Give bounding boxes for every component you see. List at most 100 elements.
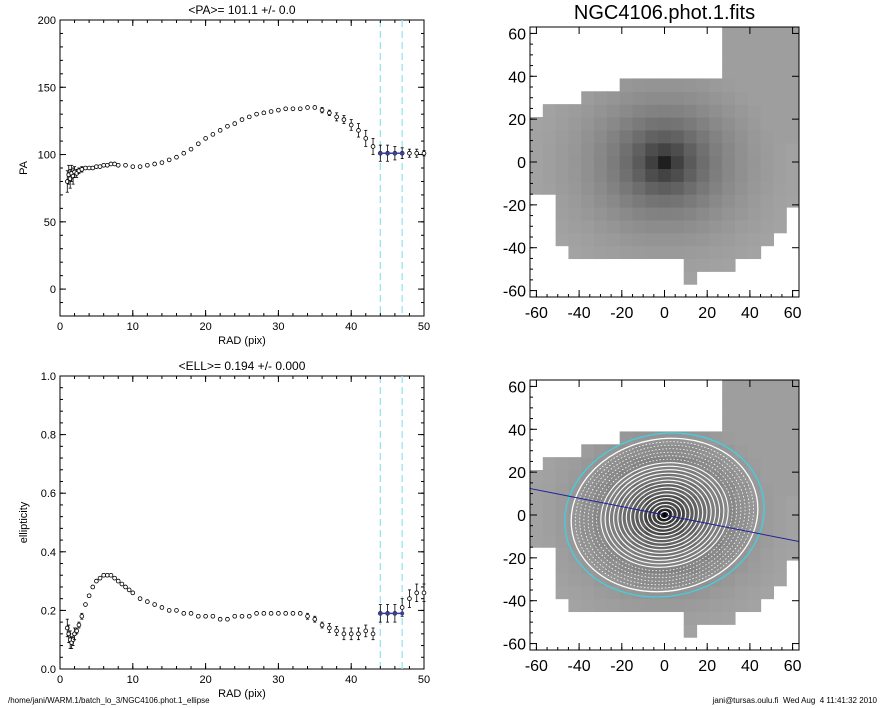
image-plot-image-pixel [658, 168, 672, 182]
overlay-plot-image-pixel [568, 482, 582, 497]
overlay-plot-image-pixel [747, 585, 762, 600]
image-plot-image-pixel [786, 129, 799, 144]
image-plot-image-pixel [606, 168, 621, 182]
overlay-plot-image-pixel [760, 547, 774, 561]
image-plot-image-pixel [645, 181, 659, 195]
overlay-plot-image-pixel [786, 470, 799, 484]
ellipticity-plot-data-point [94, 578, 99, 584]
overlay-plot-image-pixel [581, 521, 595, 535]
ellipticity-plot-data-point [90, 584, 96, 590]
image-plot-image-pixel [773, 65, 787, 80]
image-plot-image-pixel [632, 142, 646, 157]
image-plot-image-pixel [734, 52, 749, 67]
ellipticity-plot-data-point [305, 613, 310, 619]
overlay-plot-image-pixel [594, 470, 608, 484]
image-plot-image-pixel [734, 129, 749, 144]
image-plot-image-pixel [747, 39, 762, 54]
overlay-plot-image-pixel [773, 418, 787, 433]
image-plot-image-pixel [658, 117, 672, 131]
overlay-plot-image-pixel [594, 534, 608, 548]
footer-path: /home/jani/WARM.1/batch_lo_3/NGC4106.pho… [8, 696, 210, 705]
image-plot-image-pixel [709, 142, 723, 157]
overlay-plot-isophote [608, 469, 721, 561]
image-plot-image-pixel [709, 194, 723, 208]
overlay-plot-image-pixel [581, 444, 595, 458]
image-plot-image-pixel [581, 181, 595, 195]
image-plot-image-pixel [786, 104, 799, 118]
pa-plot-ytick-label: 200 [38, 15, 56, 27]
overlay-plot-image-pixel [568, 495, 582, 510]
overlay-plot-image-pixel [786, 457, 799, 471]
image-plot-image-pixel [658, 155, 672, 170]
overlay-plot-image-pixel [747, 547, 762, 561]
image-plot-image-pixel [632, 155, 646, 170]
pa-plot-data-point [232, 121, 238, 126]
overlay-plot-image-pixel [747, 380, 762, 394]
image-plot-image-pixel [734, 245, 749, 260]
overlay-plot-image-pixel [709, 585, 723, 600]
image-plot-image-pixel [760, 78, 774, 92]
image-plot-image-pixel [581, 117, 595, 131]
overlay-plot-image-pixel [542, 470, 557, 484]
overlay-plot-image-pixel [786, 521, 799, 535]
overlay-plot-image-pixel [722, 572, 736, 587]
overlay-plot-isophote [655, 507, 674, 523]
overlay-plot-ytick-label: 60 [508, 379, 526, 396]
image-plot-image-pixel [683, 117, 698, 131]
image-plot-image-pixel [786, 181, 799, 195]
ellipticity-plot-data-point [115, 578, 121, 584]
overlay-plot-image-pixel [786, 431, 799, 445]
pa-plot-data-point [152, 161, 157, 167]
image-plot-image-pixel [658, 91, 672, 105]
pa-plot-ylabel: PA [18, 160, 30, 175]
image-plot-image-pixel [581, 155, 595, 170]
image-plot-image-pixel [722, 232, 736, 247]
image-plot-image-pixel [709, 258, 723, 272]
image-plot-image-pixel [670, 207, 685, 221]
ellipticity-plot-highlight-point [400, 611, 405, 616]
image-plot-image-pixel [581, 91, 595, 105]
ellipticity-plot-data-point [246, 613, 252, 619]
pa-plot-data-point [101, 163, 106, 168]
image-plot-image-pixel [722, 65, 736, 80]
image-plot-image-pixel [683, 258, 698, 272]
image-plot-image-pixel [581, 142, 595, 157]
overlay-plot-image-pixel [773, 392, 787, 407]
overlay-plot-image-pixel [734, 482, 749, 497]
image-plot-image-pixel [709, 168, 723, 182]
image-plot-image-pixel [555, 104, 570, 118]
pa-plot-highlight-point [385, 151, 390, 156]
ellipticity-plot-data-point [119, 581, 125, 587]
ellipticity-plot-data-point [159, 605, 165, 610]
image-plot-image-pixel [773, 129, 787, 144]
image-plot-image-pixel [606, 91, 621, 105]
image-plot-image-pixel [530, 168, 544, 182]
image-plot-image-pixel [760, 91, 774, 105]
image-plot-image-pixel [696, 129, 710, 144]
ellipticity-plot-data-point [407, 596, 412, 601]
image-plot-image-pixel [683, 271, 698, 285]
image-plot-image-pixel [722, 78, 736, 92]
image-plot-image-pixel [786, 52, 799, 67]
image-plot-image-pixel [747, 168, 762, 182]
overlay-plot-image-pixel [773, 521, 787, 535]
pa-plot-ytick-label: 50 [44, 217, 56, 229]
ellipticity-plot-data-point [66, 631, 72, 637]
image-plot-image-pixel [683, 194, 698, 208]
overlay-plot-image-pixel [555, 482, 570, 497]
image-plot-image-pixel [632, 207, 646, 221]
overlay-plot-image-pixel [747, 418, 762, 433]
image-plot-image-pixel [632, 219, 646, 234]
ellipticity-plot-data-point [210, 613, 216, 619]
pa-plot-data-point [123, 163, 128, 168]
overlay-plot-image-pixel [760, 534, 774, 548]
overlay-plot-image-pixel [760, 405, 774, 420]
overlay-plot-image-pixel [530, 521, 544, 535]
image-plot-image-pixel [619, 117, 634, 131]
image-plot-image-pixel [568, 232, 582, 247]
image-plot-image-pixel [568, 142, 582, 157]
ellipticity-plot-data-point [290, 611, 296, 616]
image-plot-image-pixel [568, 219, 582, 234]
image-plot-image-pixel [773, 142, 787, 157]
image-plot-image-pixel [581, 194, 595, 208]
